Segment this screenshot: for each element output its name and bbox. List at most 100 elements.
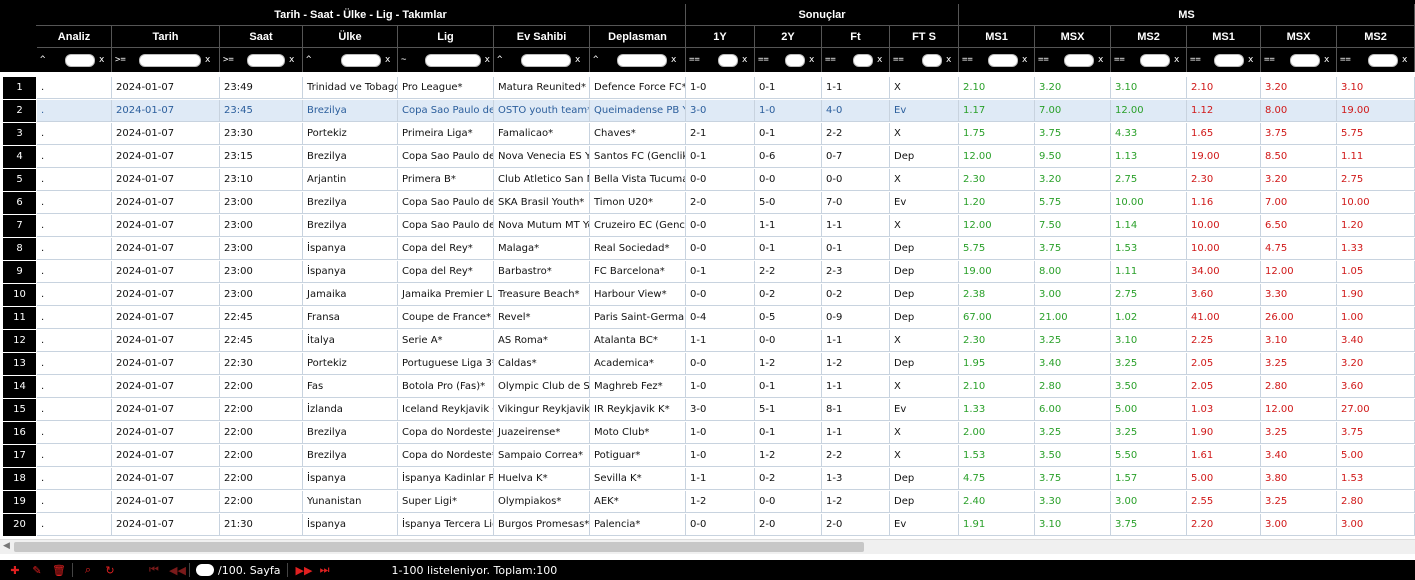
column-header-ev[interactable]: Ev Sahibi (494, 26, 590, 48)
filter-operator[interactable]: == (893, 55, 904, 65)
delete-icon[interactable]: 🗑 (52, 563, 66, 577)
filter-input[interactable] (617, 53, 667, 67)
filter-input[interactable] (341, 53, 381, 67)
filter-input[interactable] (521, 53, 571, 67)
filter-input[interactable] (1290, 53, 1320, 67)
filter-input[interactable] (424, 53, 481, 67)
clear-filter-icon[interactable]: x (809, 55, 815, 65)
column-header-ms2b[interactable]: MS2 (1337, 26, 1415, 48)
clear-filter-icon[interactable]: x (877, 55, 883, 65)
filter-input[interactable] (139, 53, 201, 67)
filter-operator[interactable]: >= (223, 55, 234, 65)
table-row[interactable]: 11. 2024-01-07 22:45 Fransa Coupe de France*… (0, 307, 1415, 330)
search-icon[interactable]: ⌕ (84, 563, 92, 576)
filter-input[interactable] (718, 53, 738, 67)
column-header-y2[interactable]: 2Y (755, 26, 822, 48)
table-row[interactable]: 9. 2024-01-07 23:00 İspanya Copa del Rey* Bar… (0, 261, 1415, 284)
add-icon[interactable]: ✚ (10, 563, 20, 577)
filter-input[interactable] (988, 53, 1018, 67)
column-header-lig[interactable]: Lig (398, 26, 494, 48)
table-row[interactable]: 20. 2024-01-07 21:30 İspanya İspanya Tercera… (0, 514, 1415, 537)
clear-filter-icon[interactable]: x (742, 55, 748, 65)
table-row[interactable]: 10. 2024-01-07 23:00 Jamaika Jamaika Premier… (0, 284, 1415, 307)
clear-filter-icon[interactable]: x (1324, 55, 1330, 65)
column-header-ms1b[interactable]: MS1 (1187, 26, 1261, 48)
table-row[interactable]: 8. 2024-01-07 23:00 İspanya Copa del Rey* Mal… (0, 238, 1415, 261)
filter-operator[interactable]: ~ (401, 55, 407, 65)
column-header-msxa[interactable]: MSX (1035, 26, 1111, 48)
clear-filter-icon[interactable]: x (1402, 55, 1408, 65)
column-header-ft[interactable]: Ft (822, 26, 890, 48)
next-page-icon[interactable]: ▶▶ (295, 563, 313, 577)
table-row[interactable]: 3. 2024-01-07 23:30 Portekiz Primeira Liga* F… (0, 123, 1415, 146)
column-header-saat[interactable]: Saat (220, 26, 303, 48)
table-row[interactable]: 14. 2024-01-07 22:00 Fas Botola Pro (Fas)* Ol… (0, 376, 1415, 399)
column-header-dep[interactable]: Deplasman (590, 26, 686, 48)
table-row[interactable]: 16. 2024-01-07 22:00 Brezilya Copa do Nordes… (0, 422, 1415, 445)
filter-operator[interactable]: == (962, 55, 973, 65)
clear-filter-icon[interactable]: x (1174, 55, 1180, 65)
column-header-ulke[interactable]: Ülke (303, 26, 398, 48)
filter-input[interactable] (922, 53, 942, 67)
filter-operator[interactable]: >= (115, 55, 126, 65)
filter-operator[interactable]: == (1264, 55, 1275, 65)
filter-operator[interactable]: == (1190, 55, 1201, 65)
table-row[interactable]: 7. 2024-01-07 23:00 Brezilya Copa Sao Paulo … (0, 215, 1415, 238)
table-row[interactable]: 12. 2024-01-07 22:45 İtalya Serie A* AS Roma*… (0, 330, 1415, 353)
clear-filter-icon[interactable]: x (1098, 55, 1104, 65)
clear-filter-icon[interactable]: x (1022, 55, 1028, 65)
table-row[interactable]: 4. 2024-01-07 23:15 Brezilya Copa Sao Paulo … (0, 146, 1415, 169)
filter-input[interactable] (785, 53, 805, 67)
filter-operator[interactable]: == (758, 55, 769, 65)
horizontal-scrollbar[interactable]: ◀ (0, 539, 1415, 554)
table-row[interactable]: 2. 2024-01-07 23:45 Brezilya Copa Sao Paulo … (0, 100, 1415, 123)
filter-operator[interactable]: == (1114, 55, 1125, 65)
clear-filter-icon[interactable]: x (946, 55, 952, 65)
table-row[interactable]: 6. 2024-01-07 23:00 Brezilya Copa Sao Paulo … (0, 192, 1415, 215)
column-header-msxb[interactable]: MSX (1261, 26, 1337, 48)
table-row[interactable]: 5. 2024-01-07 23:10 Arjantin Primera B* Club … (0, 169, 1415, 192)
filter-input[interactable] (65, 53, 95, 67)
clear-filter-icon[interactable]: x (575, 55, 581, 65)
filter-input[interactable] (853, 53, 873, 67)
filter-operator[interactable]: == (1340, 55, 1351, 65)
column-header-ms2a[interactable]: MS2 (1111, 26, 1187, 48)
column-header-analiz[interactable]: Analiz (37, 26, 112, 48)
table-row[interactable]: 19. 2024-01-07 22:00 Yunanistan Super Ligi* O… (0, 491, 1415, 514)
filter-input[interactable] (1140, 53, 1170, 67)
filter-operator[interactable]: == (689, 55, 700, 65)
table-row[interactable]: 13. 2024-01-07 22:30 Portekiz Portuguese Lig… (0, 353, 1415, 376)
table-row[interactable]: 15. 2024-01-07 22:00 İzlanda Iceland Reykjav… (0, 399, 1415, 422)
column-header-y1[interactable]: 1Y (686, 26, 755, 48)
filter-input[interactable] (1064, 53, 1094, 67)
last-page-icon[interactable]: ⏭ (319, 563, 330, 576)
refresh-icon[interactable]: ↻ (105, 563, 115, 577)
scroll-left-icon[interactable]: ◀ (3, 541, 10, 551)
clear-filter-icon[interactable]: x (1248, 55, 1254, 65)
clear-filter-icon[interactable]: x (671, 55, 677, 65)
prev-page-icon[interactable]: ◀◀ (169, 563, 186, 577)
table-row[interactable]: 1. 2024-01-07 23:49 Trinidad ve Tobago Pro L… (0, 77, 1415, 100)
scrollbar-thumb[interactable] (14, 542, 864, 552)
edit-icon[interactable]: ✎ (32, 563, 42, 577)
clear-filter-icon[interactable]: x (385, 55, 391, 65)
filter-input[interactable] (1214, 53, 1244, 67)
filter-operator[interactable]: ^ (40, 55, 46, 65)
filter-input[interactable] (247, 53, 285, 67)
clear-filter-icon[interactable]: x (205, 55, 211, 65)
column-header-fts[interactable]: FT S (890, 26, 959, 48)
clear-filter-icon[interactable]: x (289, 55, 295, 65)
table-row[interactable]: 17. 2024-01-07 22:00 Brezilya Copa do Nordes… (0, 445, 1415, 468)
filter-operator[interactable]: == (1038, 55, 1049, 65)
column-header-ms1a[interactable]: MS1 (959, 26, 1035, 48)
column-header-tarih[interactable]: Tarih (112, 26, 220, 48)
clear-filter-icon[interactable]: x (484, 55, 490, 65)
clear-filter-icon[interactable]: x (99, 55, 105, 65)
filter-operator[interactable]: ^ (497, 55, 503, 65)
filter-operator[interactable]: ^ (593, 55, 599, 65)
filter-input[interactable] (1368, 53, 1398, 67)
page-number-input[interactable] (196, 564, 214, 576)
filter-operator[interactable]: ^ (306, 55, 312, 65)
filter-operator[interactable]: == (825, 55, 836, 65)
first-page-icon[interactable]: ⏮ (149, 563, 159, 576)
